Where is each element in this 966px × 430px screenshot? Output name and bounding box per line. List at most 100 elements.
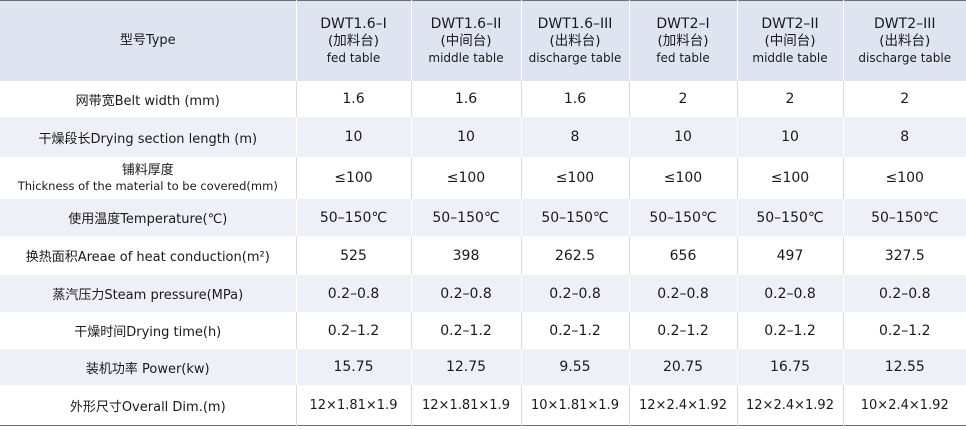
model-header: DWT2–III (出料台) discharge table [842, 0, 966, 81]
model-header: DWT2–I (加料台) fed table [628, 0, 737, 81]
cell-value: 10 [410, 117, 521, 157]
cell-value: 1.6 [520, 81, 629, 117]
cell-value: 50–150℃ [520, 199, 629, 236]
model-header: DWT1.6–II (中间台) middle table [410, 0, 521, 81]
row-label: 换热面积Areae of heat conduction(m²) [0, 236, 296, 275]
model-code: DWT1.6–II [430, 16, 502, 32]
cell-value: 398 [410, 236, 521, 275]
model-cn: (加料台) [657, 33, 709, 49]
model-en: middle table [752, 51, 828, 65]
cell-value: 50–150℃ [842, 199, 966, 236]
row-label: 干燥段长Drying section length (m) [0, 117, 296, 157]
cell-value: 50–150℃ [410, 199, 521, 236]
model-code: DWT1.6–I [320, 16, 387, 32]
cell-value: 50–150℃ [628, 199, 737, 236]
model-cn: (中间台) [764, 33, 816, 49]
cell-value: 8 [520, 117, 629, 157]
cell-value: 497 [736, 236, 843, 275]
cell-value: 0.2–1.2 [628, 312, 737, 349]
row-label: 网带宽Belt width (mm) [0, 81, 296, 117]
row-label-main: 铺料厚度 [121, 163, 174, 178]
cell-value: 16.75 [736, 349, 843, 385]
cell-value: ≤100 [628, 157, 737, 199]
cell-value: 0.2–1.2 [410, 312, 521, 349]
type-header: 型号Type [0, 0, 296, 81]
model-code: DWT2–III [874, 16, 936, 32]
model-cn: (中间台) [440, 33, 492, 49]
cell-value: 0.2–1.2 [736, 312, 843, 349]
cell-value: 12.55 [842, 349, 966, 385]
cell-value: 0.2–0.8 [736, 275, 843, 312]
model-cn: (出料台) [879, 33, 931, 49]
row-label: 外形尺寸Overall Dim.(m) [0, 385, 296, 426]
model-cn: (出料台) [549, 33, 601, 49]
table-row: 网带宽Belt width (mm) 1.6 1.6 1.6 2 2 2 [0, 81, 966, 117]
model-en: fed table [326, 51, 381, 65]
cell-value: 0.2–0.8 [410, 275, 521, 312]
row-label: 装机功率 Power(kw) [0, 349, 296, 385]
cell-value: 525 [295, 236, 411, 275]
cell-value: 0.2–0.8 [295, 275, 411, 312]
cell-value: ≤100 [295, 157, 411, 199]
cell-value: 50–150℃ [295, 199, 411, 236]
model-header: DWT1.6–III (出料台) discharge table [520, 0, 629, 81]
cell-value: 50–150℃ [736, 199, 843, 236]
cell-value: 10×1.81×1.9 [520, 385, 629, 426]
cell-value: 12×1.81×1.9 [410, 385, 521, 426]
table-row: 外形尺寸Overall Dim.(m) 12×1.81×1.9 12×1.81×… [0, 385, 966, 426]
cell-value: 0.2–0.8 [628, 275, 737, 312]
cell-value: 0.2–1.2 [520, 312, 629, 349]
table-row: 使用温度Temperature(℃) 50–150℃ 50–150℃ 50–15… [0, 199, 966, 236]
row-label-sub: Thickness of the material to be covered(… [17, 179, 278, 193]
cell-value: ≤100 [842, 157, 966, 199]
cell-value: ≤100 [736, 157, 843, 199]
model-header: DWT2–II (中间台) middle table [736, 0, 843, 81]
row-label: 干燥时间Drying time(h) [0, 312, 296, 349]
cell-value: 0.2–0.8 [520, 275, 629, 312]
cell-value: 20.75 [628, 349, 737, 385]
row-label: 使用温度Temperature(℃) [0, 199, 296, 236]
cell-value: 327.5 [842, 236, 966, 275]
cell-value: 1.6 [410, 81, 521, 117]
cell-value: 0.2–1.2 [295, 312, 411, 349]
cell-value: 10 [736, 117, 843, 157]
cell-value: 1.6 [295, 81, 411, 117]
cell-value: 10 [628, 117, 737, 157]
table-row: 干燥时间Drying time(h) 0.2–1.2 0.2–1.2 0.2–1… [0, 312, 966, 349]
cell-value: 2 [842, 81, 966, 117]
model-header: DWT1.6–I (加料台) fed table [295, 0, 411, 81]
cell-value: 656 [628, 236, 737, 275]
cell-value: 2 [736, 81, 843, 117]
model-code: DWT1.6–III [537, 16, 613, 32]
model-en: fed table [656, 51, 710, 65]
model-en: discharge table [528, 51, 622, 65]
table-row: 蒸汽压力Steam pressure(MPa) 0.2–0.8 0.2–0.8 … [0, 275, 966, 312]
cell-value: 2 [628, 81, 737, 117]
cell-value: ≤100 [410, 157, 521, 199]
row-label: 铺料厚度 Thickness of the material to be cov… [0, 157, 296, 199]
model-code: DWT2–II [761, 16, 819, 32]
table-row: 装机功率 Power(kw) 15.75 12.75 9.55 20.75 16… [0, 349, 966, 385]
table-row: 换热面积Areae of heat conduction(m²) 525 398… [0, 236, 966, 275]
row-label: 蒸汽压力Steam pressure(MPa) [0, 275, 296, 312]
model-en: middle table [428, 51, 504, 65]
cell-value: 12×1.81×1.9 [295, 385, 411, 426]
cell-value: 12×2.4×1.92 [736, 385, 843, 426]
model-en: discharge table [858, 51, 952, 65]
cell-value: 15.75 [295, 349, 411, 385]
cell-value: 0.2–0.8 [842, 275, 966, 312]
model-cn: (加料台) [327, 33, 380, 49]
model-code: DWT2–I [656, 16, 710, 32]
cell-value: 12.75 [410, 349, 521, 385]
table-row: 干燥段长Drying section length (m) 10 10 8 10… [0, 117, 966, 157]
cell-value: 9.55 [520, 349, 629, 385]
table-row: 铺料厚度 Thickness of the material to be cov… [0, 157, 966, 199]
cell-value: 10×2.4×1.92 [842, 385, 966, 426]
cell-value: ≤100 [520, 157, 629, 199]
cell-value: 262.5 [520, 236, 629, 275]
cell-value: 8 [842, 117, 966, 157]
header-row: 型号Type DWT1.6–I (加料台) fed table DWT1.6–I… [0, 0, 966, 81]
cell-value: 12×2.4×1.92 [628, 385, 737, 426]
cell-value: 0.2–1.2 [842, 312, 966, 349]
